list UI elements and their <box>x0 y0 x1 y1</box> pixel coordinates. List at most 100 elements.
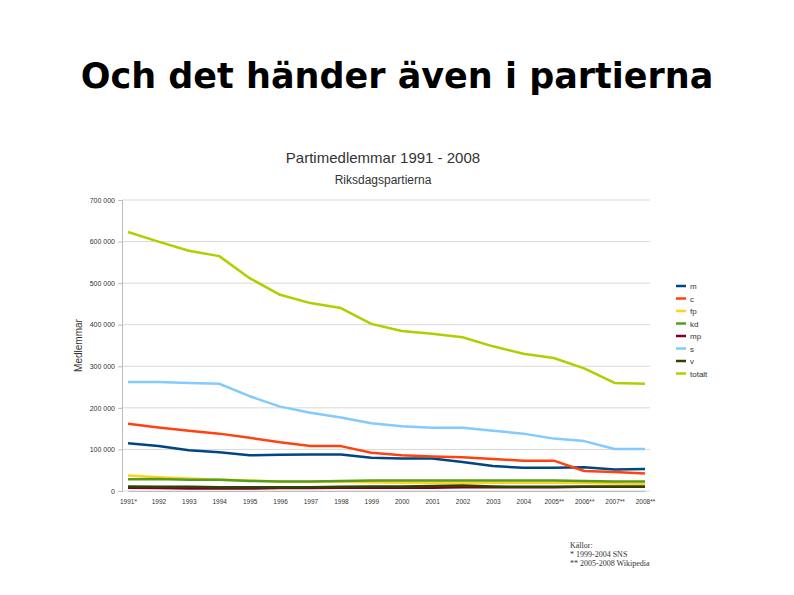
x-tick: 1999 <box>365 491 380 505</box>
x-axis: 1991*19921993199419951996199719981999200… <box>120 491 656 505</box>
x-tick-label: 2001 <box>425 498 440 505</box>
x-tick: 2006** <box>575 491 595 505</box>
source-line: Källor: <box>570 541 593 550</box>
x-tick: 1996 <box>273 491 288 505</box>
y-tick-mark <box>118 200 122 201</box>
legend-label: c <box>690 295 694 304</box>
y-tick-label: 100 000 <box>90 446 115 453</box>
legend-item: m <box>676 282 697 291</box>
y-tick-mark <box>118 366 122 367</box>
legend-item: kd <box>676 320 698 329</box>
x-tick: 2005** <box>544 491 564 505</box>
legend-label: fp <box>690 307 697 316</box>
y-axis: 0 100 000 200 000 300 000 400 000 500 000 600 … <box>90 197 123 495</box>
x-tick-label: 2002 <box>456 498 471 505</box>
x-tick-label: 2004 <box>517 498 532 505</box>
x-tick-label: 1994 <box>213 498 228 505</box>
y-tick: 0 <box>111 488 122 495</box>
x-tick: 1997 <box>304 491 319 505</box>
y-tick-mark <box>118 408 122 409</box>
x-tick-label: 1993 <box>182 498 197 505</box>
y-tick-mark <box>118 242 122 243</box>
legend-swatch <box>676 297 686 300</box>
y-tick: 200 000 <box>90 405 122 412</box>
slide: Och det händer även i partierna Partimedl… <box>0 0 794 595</box>
y-tick-label: 300 000 <box>90 363 115 370</box>
chart-title: Partimedlemmar 1991 - 2008 <box>286 149 480 166</box>
grid-line <box>122 241 650 242</box>
legend-label: totalt <box>690 370 708 379</box>
y-tick-label: 200 000 <box>90 405 115 412</box>
legend-swatch <box>676 310 686 313</box>
grid <box>122 200 650 491</box>
legend-label: mp <box>690 332 702 341</box>
legend-swatch <box>676 372 686 375</box>
legend-swatch <box>676 335 686 338</box>
y-tick: 500 000 <box>90 280 122 287</box>
x-tick: 2007** <box>605 491 625 505</box>
y-tick-mark <box>118 283 122 284</box>
series-line <box>128 424 645 474</box>
y-tick-label: 600 000 <box>90 238 115 245</box>
y-tick-mark <box>118 325 122 326</box>
y-tick-label: 400 000 <box>90 321 115 328</box>
legend-item: totalt <box>676 370 708 379</box>
x-tick-label: 2003 <box>486 498 501 505</box>
x-tick: 1993 <box>182 491 197 505</box>
slide-heading: Och det händer även i partierna <box>81 56 714 96</box>
source-line: ** 2005-2008 Wikipedia <box>570 559 650 568</box>
grid-line <box>122 491 650 492</box>
y-tick: 100 000 <box>90 446 122 453</box>
legend-item: v <box>676 357 694 366</box>
x-tick: 1998 <box>334 491 349 505</box>
y-tick-mark <box>118 449 122 450</box>
legend-label: v <box>690 357 694 366</box>
x-tick-label: 2006** <box>575 498 595 505</box>
x-tick-label: 1997 <box>304 498 319 505</box>
x-tick: 2002 <box>456 491 471 505</box>
x-tick: 2001 <box>425 491 440 505</box>
y-tick: 700 000 <box>90 197 122 204</box>
x-tick-label: 2007** <box>605 498 625 505</box>
grid-line <box>122 407 650 408</box>
legend-swatch <box>676 285 686 288</box>
grid-line <box>122 366 650 367</box>
x-tick-label: 1995 <box>243 498 258 505</box>
x-tick: 1995 <box>243 491 258 505</box>
y-axis-title: Medlemmar <box>73 318 84 371</box>
series-line <box>128 232 645 384</box>
legend-label: m <box>690 282 697 291</box>
series-line <box>128 382 645 449</box>
legend-swatch <box>676 322 686 325</box>
x-tick-label: 2000 <box>395 498 410 505</box>
series-line <box>128 479 645 481</box>
x-tick: 2008** <box>636 491 656 505</box>
legend: mcfpkdmpsvtotalt <box>676 282 708 379</box>
series-line <box>128 476 645 484</box>
x-tick: 1994 <box>213 491 228 505</box>
source-line: * 1999-2004 SNS <box>570 550 627 559</box>
x-axis-line <box>129 491 646 492</box>
x-tick-label: 1998 <box>334 498 349 505</box>
y-tick-label: 0 <box>111 488 115 495</box>
x-tick: 2003 <box>486 491 501 505</box>
grid-line <box>122 283 650 284</box>
legend-item: fp <box>676 307 697 316</box>
grid-line <box>122 449 650 450</box>
y-tick-label: 500 000 <box>90 280 115 287</box>
chart-subtitle: Riksdagspartierna <box>335 173 432 187</box>
legend-item: mp <box>676 332 702 341</box>
x-tick-label: 2008** <box>636 498 656 505</box>
grid-line <box>122 324 650 325</box>
legend-swatch <box>676 347 686 350</box>
x-tick: 1992 <box>152 491 167 505</box>
x-tick: 2004 <box>517 491 532 505</box>
y-tick: 400 000 <box>90 321 122 328</box>
x-tick-label: 1996 <box>273 498 288 505</box>
legend-item: c <box>676 295 694 304</box>
series-line <box>128 486 645 488</box>
sources: Källor:* 1999-2004 SNS** 2005-2008 Wikip… <box>570 541 650 568</box>
legend-swatch <box>676 360 686 363</box>
legend-label: kd <box>690 320 698 329</box>
y-tick-label: 700 000 <box>90 197 115 204</box>
